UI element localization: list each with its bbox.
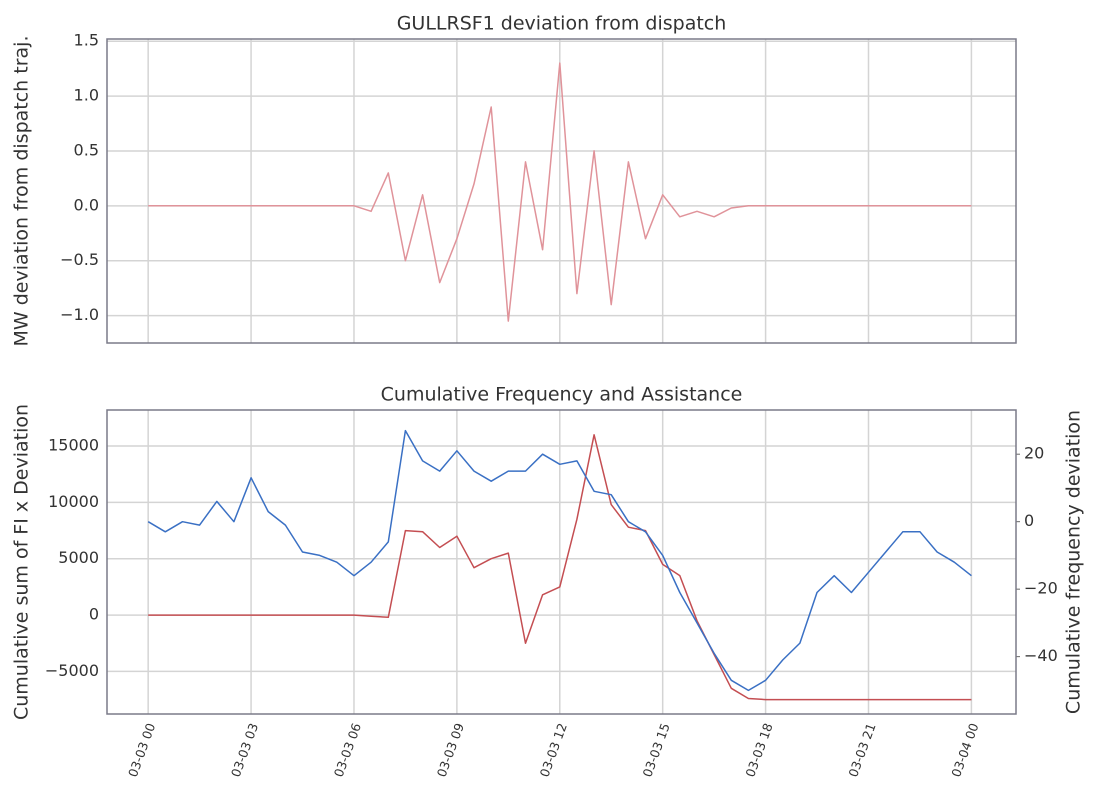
- x-tick-label: 03-03 15: [639, 721, 672, 779]
- x-tick-label: 03-03 21: [845, 721, 878, 779]
- x-tick-label: 03-04 00: [948, 721, 981, 779]
- x-tick-label: 03-03 12: [537, 721, 570, 779]
- y-tick-label: 0: [89, 605, 99, 624]
- y-tick-label: −1.0: [60, 305, 99, 324]
- series-line: [147, 429, 972, 692]
- y-tick-label: 1.0: [74, 86, 99, 105]
- y2-tick-label: 0: [1024, 511, 1034, 530]
- y-axis-label: Cumulative sum of FI x Deviation: [11, 404, 33, 720]
- x-tick-label: 03-03 00: [125, 721, 158, 779]
- series-line: [148, 62, 972, 322]
- axes-frame: [106, 38, 1017, 344]
- y-tick-label: −5000: [45, 661, 99, 680]
- y2-axis-label: Cumulative frequency deviation: [1063, 410, 1085, 714]
- plot-area: −1.0 −0.5 0.0 0.5 1.0 1.5 GULLRSF1 deviation f…: [11, 13, 1017, 347]
- series-line: [148, 434, 972, 701]
- x-tick-label: 03-03 18: [742, 721, 775, 779]
- x-tick-label: 03-03 03: [228, 721, 261, 779]
- chart-title: GULLRSF1 deviation from dispatch: [397, 13, 727, 35]
- plot-area: 03-03 00 03-03 03 03-03 06 03-03 09 03-03 12…: [11, 384, 1085, 780]
- y-tick-label: 10000: [48, 492, 99, 511]
- y2-tick-label: −20: [1024, 579, 1058, 598]
- y-tick-label: 0.5: [74, 140, 99, 159]
- y-tick-label: 1.5: [74, 31, 99, 50]
- y-axis-label: MW deviation from dispatch traj.: [11, 36, 33, 347]
- chart-title: Cumulative Frequency and Assistance: [381, 384, 743, 406]
- y2-tick-label: 20: [1024, 444, 1044, 463]
- axes-frame: [106, 409, 1017, 715]
- y2-tick-label: −40: [1024, 646, 1058, 665]
- y-tick-label: −0.5: [60, 250, 99, 269]
- y-tick-label: 15000: [48, 436, 99, 455]
- x-tick-label: 03-03 06: [331, 721, 364, 779]
- y-tick-label: 0.0: [74, 195, 99, 214]
- y-tick-label: 5000: [58, 548, 99, 567]
- x-tick-label: 03-03 09: [434, 721, 467, 779]
